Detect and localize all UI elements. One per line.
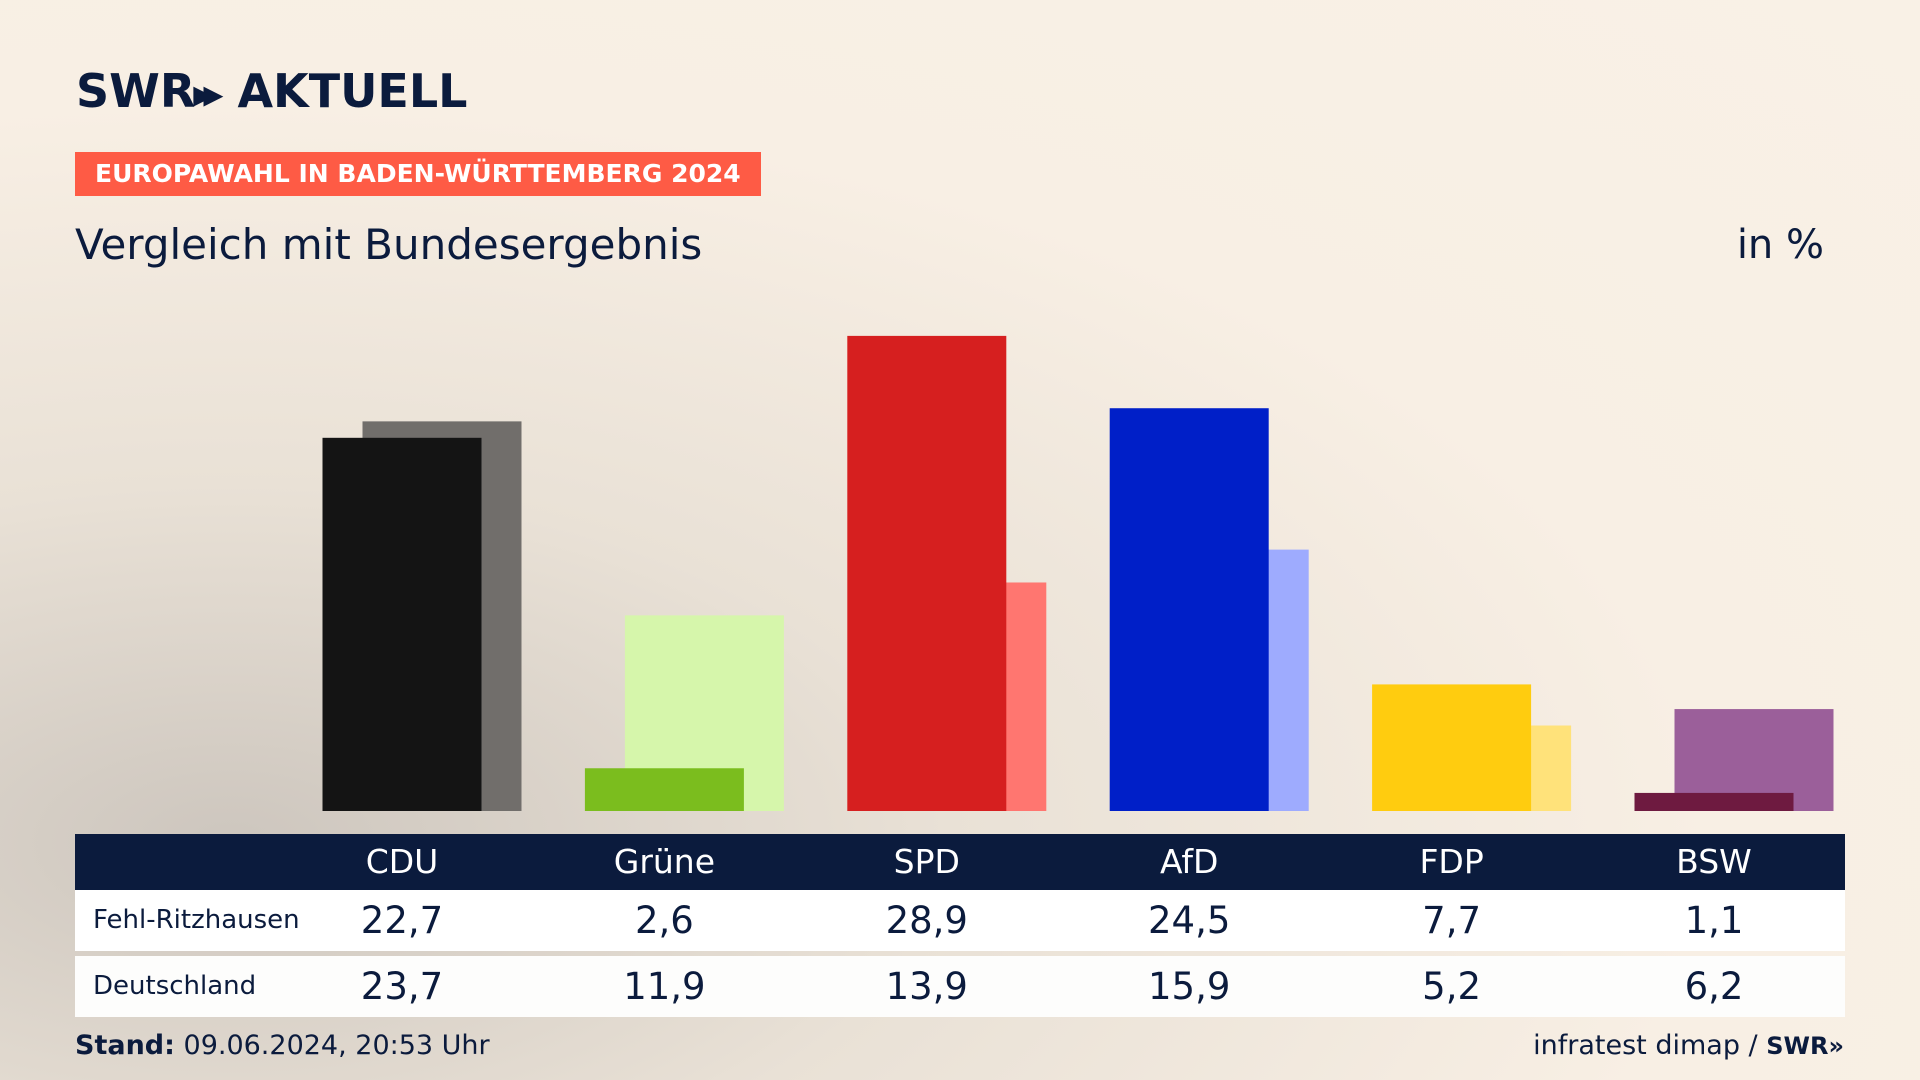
value-fehl-ritzhausen-fdp: 7,7 <box>1422 899 1482 942</box>
column-header-afd: AfD <box>1159 842 1219 881</box>
logo-swr: SWR <box>76 64 196 118</box>
swr-aktuell-logo: SWR▸▸ AKTUELL <box>76 64 467 118</box>
value-deutschland-grune: 11,9 <box>623 965 706 1008</box>
value-deutschland-afd: 15,9 <box>1147 965 1231 1008</box>
value-deutschland-fdp: 5,2 <box>1422 965 1482 1008</box>
bar-fehl-ritzhausen-grune <box>584 768 744 811</box>
table-header: CDU Grüne SPD AfD FDP BSW <box>75 834 1845 890</box>
stand-label: Stand: <box>75 1030 175 1061</box>
column-header-spd: SPD <box>893 842 960 881</box>
column-header-fdp: FDP <box>1419 842 1484 881</box>
value-deutschland-spd: 13,9 <box>885 965 968 1008</box>
value-fehl-ritzhausen-cdu: 22,7 <box>360 899 444 942</box>
election-tag: EUROPAWAHL IN BADEN-WÜRTTEMBERG 2024 <box>75 152 761 196</box>
stand-value: 09.06.2024, 20:53 Uhr <box>183 1030 490 1061</box>
table-row: Deutschland 23,7 11,9 13,9 15,9 5,2 6,2 <box>75 956 1845 1017</box>
value-deutschland-bsw: 6,2 <box>1684 965 1744 1008</box>
value-fehl-ritzhausen-bsw: 1,1 <box>1684 899 1744 942</box>
column-header-cdu: CDU <box>365 842 439 881</box>
value-fehl-ritzhausen-grune: 2,6 <box>634 899 694 942</box>
value-deutschland-cdu: 23,7 <box>360 965 444 1008</box>
table-row: Fehl-Ritzhausen 22,7 2,6 28,9 24,5 7,7 1,1 <box>75 890 1845 951</box>
row-label: Fehl-Ritzhausen <box>93 905 300 935</box>
timestamp: Stand: 09.06.2024, 20:53 Uhr <box>75 1030 490 1061</box>
value-fehl-ritzhausen-afd: 24,5 <box>1147 899 1231 942</box>
column-header-grune: Grüne <box>613 842 716 881</box>
row-label: Deutschland <box>93 971 257 1001</box>
logo-aktuell: AKTUELL <box>237 64 468 118</box>
source-text: infratest dimap / <box>1533 1030 1758 1061</box>
chart-subtitle: Vergleich mit Bundesergebnis <box>75 220 703 269</box>
results-table: CDU Grüne SPD AfD FDP BSW Fehl-Ritzhausen 22,… <box>75 834 1845 1017</box>
bar-fehl-ritzhausen-spd <box>847 335 1007 811</box>
unit-label: in % <box>1736 222 1824 268</box>
value-fehl-ritzhausen-spd: 28,9 <box>885 899 968 942</box>
bar-fehl-ritzhausen-cdu <box>322 437 482 811</box>
bar-fehl-ritzhausen-bsw <box>1634 792 1794 811</box>
swr-mini-logo: SWR» <box>1766 1032 1844 1060</box>
bar-fehl-ritzhausen-afd <box>1109 408 1269 811</box>
column-header-bsw: BSW <box>1676 842 1752 881</box>
bar-fehl-ritzhausen-fdp <box>1372 684 1532 811</box>
source-credit: infratest dimap / SWR» <box>1533 1030 1844 1061</box>
